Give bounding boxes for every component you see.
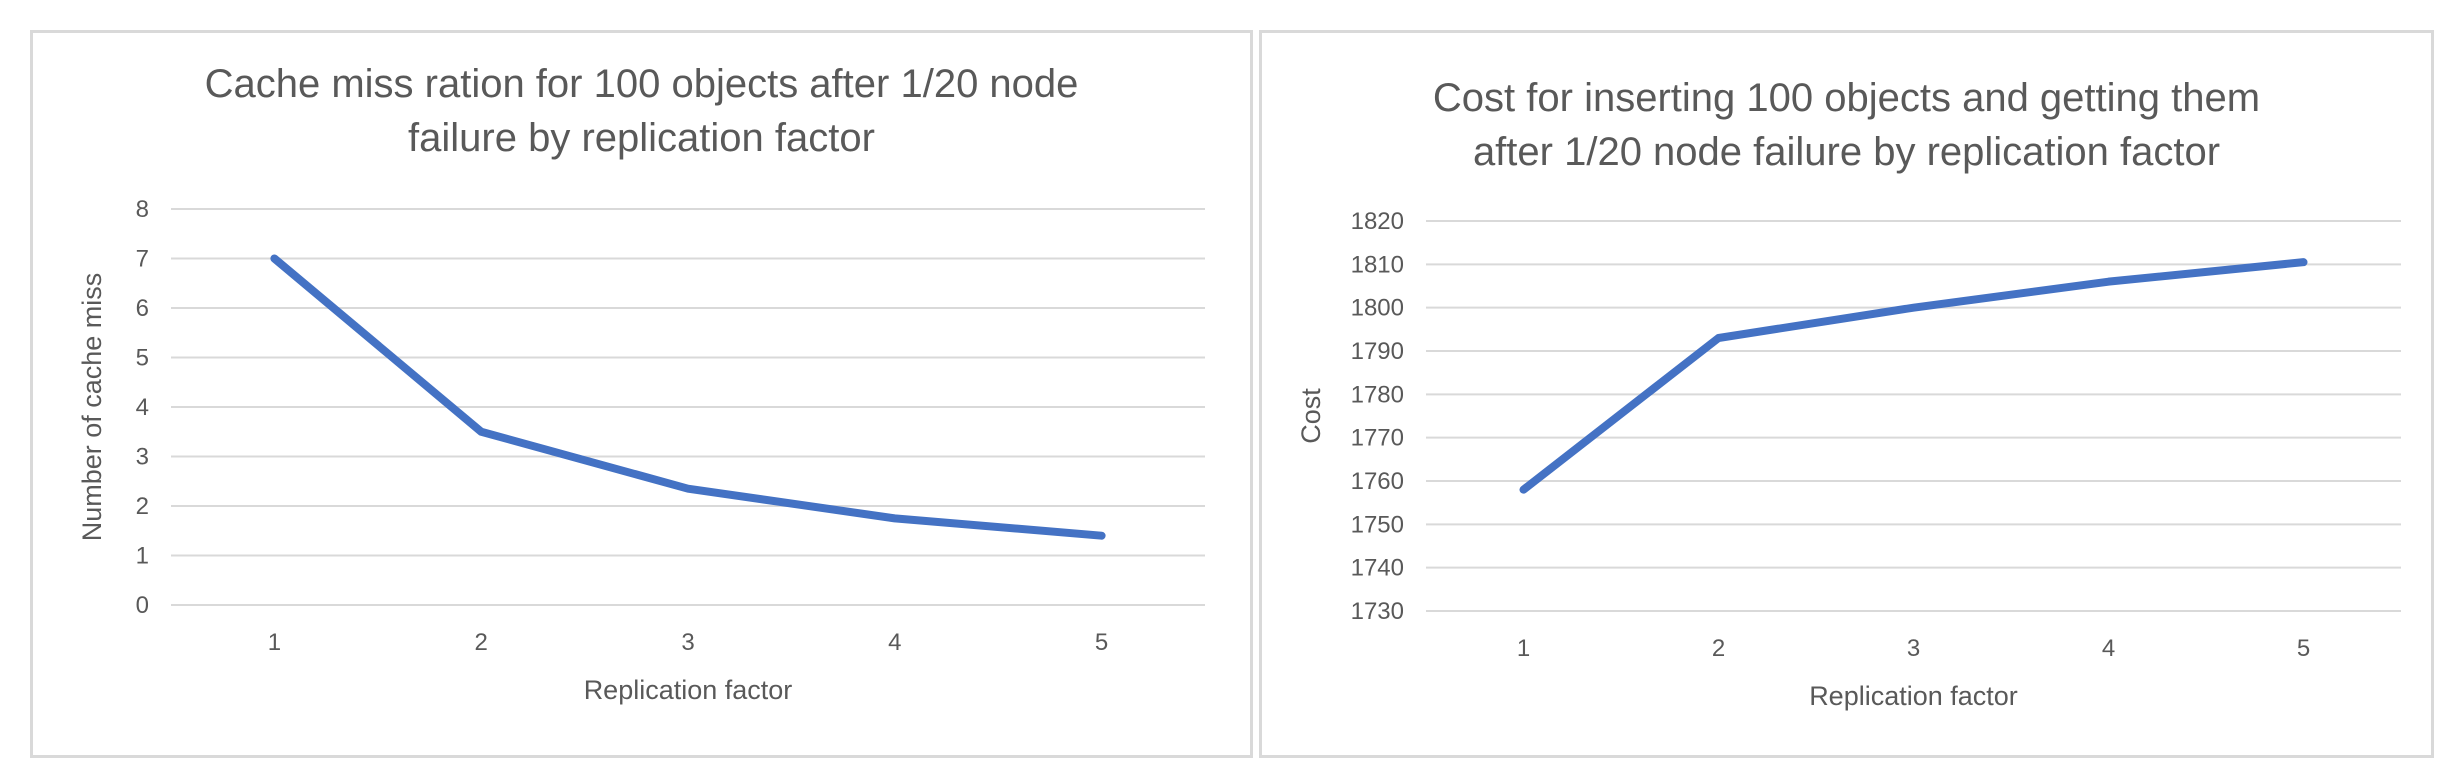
x-tick-label: 2 [1712, 635, 1725, 662]
y-tick-label: 1810 [1351, 251, 1404, 278]
y-tick-label: 8 [136, 196, 149, 223]
chart-title-line: failure by replication factor [408, 116, 875, 160]
y-axis-label: Number of cache miss [77, 273, 107, 542]
line-chart-cost: 1730 1740 1750 1760 1770 1780 1790 1800 1810 1820… [1296, 208, 2401, 711]
chart-title-line: Cache miss ration for 100 objects after … [204, 62, 1079, 106]
x-axis-label: Replication factor [1809, 681, 2018, 711]
x-axis-label: Replication factor [584, 675, 793, 705]
y-tick-label: 7 [136, 246, 149, 273]
y-axis-label: Cost [1296, 388, 1326, 444]
x-tick-label: 2 [475, 629, 488, 656]
y-tick-label: 1740 [1351, 555, 1404, 582]
y-tick-label: 1790 [1351, 338, 1404, 365]
series-line [270, 254, 1106, 540]
y-tick-label: 1750 [1351, 511, 1404, 538]
series-line [1519, 258, 2308, 494]
y-tick-label: 2 [136, 493, 149, 520]
chart-panel-cache-miss: Cache miss ration for 100 objects after … [30, 30, 1253, 758]
x-tick-label: 5 [1095, 629, 1108, 656]
chart-title: Cost for inserting 100 objects and getti… [1262, 71, 2431, 179]
y-tick-label: 3 [136, 444, 149, 471]
y-tick-label: 1770 [1351, 425, 1404, 452]
x-tick-label: 1 [268, 629, 281, 656]
x-tick-label: 3 [681, 629, 694, 656]
y-tick-label: 1 [136, 543, 149, 570]
x-tick-label: 4 [888, 629, 901, 656]
y-tick-label: 6 [136, 295, 149, 322]
x-tick-label: 4 [2102, 635, 2115, 662]
y-tick-label: 1760 [1351, 468, 1404, 495]
chart-panel-cost: Cost for inserting 100 objects and getti… [1259, 30, 2434, 758]
y-tick-label: 4 [136, 394, 149, 421]
y-tick-label: 1800 [1351, 295, 1404, 322]
line-chart-cache-miss: 0 1 2 3 4 5 6 7 8 1 2 3 4 5 Replication factor Number o… [77, 196, 1205, 705]
chart-title-line: Cost for inserting 100 objects and getti… [1432, 76, 2261, 120]
y-tick-label: 1730 [1351, 598, 1404, 625]
chart-title-line: after 1/20 node failure by replication f… [1472, 130, 2221, 174]
chart-title: Cache miss ration for 100 objects after … [33, 57, 1250, 165]
y-tick-label: 1780 [1351, 381, 1404, 408]
y-tick-label: 0 [136, 592, 149, 619]
y-tick-label: 1820 [1351, 208, 1404, 235]
x-tick-label: 3 [1907, 635, 1920, 662]
x-tick-label: 5 [2297, 635, 2310, 662]
x-tick-label: 1 [1517, 635, 1530, 662]
y-tick-label: 5 [136, 345, 149, 372]
